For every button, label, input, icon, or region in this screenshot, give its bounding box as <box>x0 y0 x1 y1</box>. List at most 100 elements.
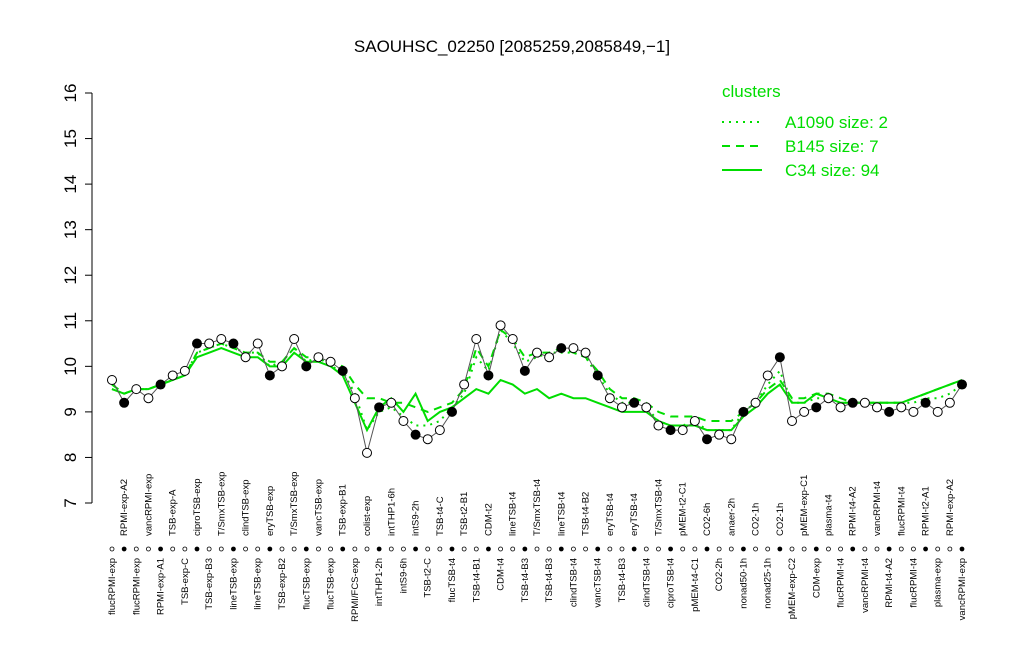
sample-point <box>447 406 457 417</box>
rug-marker <box>206 546 212 552</box>
x-tick-label: RPMI-t2-A1 <box>921 486 932 536</box>
x-tick-label: colist-exp <box>362 496 373 536</box>
y-tick-label: 13 <box>61 220 80 239</box>
x-tick-label: TSB-exp-A <box>168 489 179 536</box>
x-tick-label: vancRPMI-exp <box>143 474 154 536</box>
rug-marker <box>194 546 200 552</box>
sample-point <box>264 370 275 381</box>
rug-marker <box>510 546 516 552</box>
x-tick-label: nonad50-1h <box>738 558 749 609</box>
rug-marker <box>813 546 819 552</box>
sample-point <box>738 406 749 417</box>
x-tick-label: intTHP1-6h <box>386 488 397 536</box>
sample-point <box>702 434 712 445</box>
rug-marker <box>522 546 528 552</box>
sample-point <box>398 416 409 426</box>
rug-marker <box>158 546 163 552</box>
sample-point <box>289 334 300 344</box>
sample-point <box>459 379 470 390</box>
rug-marker <box>753 546 758 552</box>
x-tick-label: flucTSB-t4 <box>447 558 458 602</box>
rug-marker <box>935 546 941 552</box>
y-tick-label: 12 <box>61 266 80 285</box>
legend-label: C34 size: 94 <box>785 161 880 180</box>
x-tick-label: vancRPMI-t4 <box>872 481 883 536</box>
x-tick-label: TSB-t4-B3 <box>617 558 628 602</box>
x-tick-label: eryTSB-exp <box>265 486 276 536</box>
rug-marker <box>765 546 771 552</box>
x-tick-label: TSB-t4-B2 <box>581 492 592 536</box>
rug-marker <box>546 546 552 552</box>
x-tick-label: flucTSB-exp <box>301 558 312 610</box>
x-tick-label: plasma-t4 <box>823 494 834 536</box>
x-tick-label: TSB-exp-C <box>180 558 191 605</box>
x-tick-label: pMEM-exp-C1 <box>799 475 810 536</box>
sample-point <box>823 393 834 404</box>
x-tick-label: CO2-1h <box>775 503 786 536</box>
sample-point <box>107 375 117 385</box>
sample-point <box>204 338 215 349</box>
rug-marker <box>571 546 576 552</box>
rug-marker <box>449 546 455 552</box>
rug-marker <box>121 546 127 552</box>
sample-point <box>155 379 166 390</box>
x-tick-label: TSB-t2-B1 <box>459 492 470 536</box>
sample-point <box>495 320 506 331</box>
cluster-line <box>111 327 963 433</box>
rug-marker <box>874 546 880 552</box>
rug-marker <box>267 546 273 552</box>
x-tick-label: flucRPMI-exp <box>131 558 142 615</box>
rug-marker <box>668 546 673 552</box>
x-tick-label: intS9-6h <box>398 558 409 593</box>
x-tick-label: pMEM-t4-C1 <box>690 558 701 612</box>
x-tick-label: CO2-2h <box>714 558 725 591</box>
sample-point <box>726 434 737 445</box>
sample-point <box>374 402 385 413</box>
rug-marker <box>133 546 139 552</box>
rug-marker <box>741 546 746 552</box>
sample-point <box>532 347 542 358</box>
rug-marker <box>826 546 831 552</box>
sample-point <box>617 402 627 413</box>
sample-point <box>349 393 360 404</box>
x-tick-label: nonad25-1h <box>763 558 774 609</box>
sample-point <box>167 370 178 381</box>
sample-point <box>835 402 846 413</box>
y-tick-label: 8 <box>61 453 80 462</box>
x-tick-label: pMEM-t2-C1 <box>678 482 689 536</box>
rug-marker <box>801 546 807 552</box>
sample-point <box>277 361 287 372</box>
rug-marker <box>376 546 382 552</box>
sample-point <box>787 416 797 426</box>
x-tick-label: ciproTSB-exp <box>192 478 203 536</box>
x-tick-label: clindTSB-t4 <box>641 558 652 607</box>
sample-point <box>762 370 773 381</box>
sample-point <box>774 352 785 363</box>
rug-marker <box>340 546 346 552</box>
rug-marker <box>316 546 321 552</box>
rug-marker <box>279 546 285 552</box>
sample-point <box>653 420 664 431</box>
rug-marker <box>680 546 686 552</box>
sample-point <box>252 338 263 349</box>
x-tick-label: flucRPMI-t4 <box>896 486 907 536</box>
rug-marker <box>704 546 710 552</box>
y-tick-label: 14 <box>61 175 80 194</box>
x-tick-label: clindTSB-t4 <box>568 558 579 607</box>
x-tick-label: RPMI/FCS-exp <box>350 558 361 622</box>
sample-point <box>629 397 640 408</box>
rug-marker <box>607 546 613 552</box>
cluster-line <box>111 347 963 433</box>
rug-marker <box>862 546 868 552</box>
rug-marker <box>583 546 588 552</box>
x-tick-label: vancTSB-exp <box>313 479 324 536</box>
x-tick-label: CO2-6h <box>702 503 713 536</box>
rug-marker <box>170 546 176 552</box>
x-tick-label: CDM-t4 <box>496 558 507 591</box>
x-tick-label: TSB-exp-B2 <box>277 558 288 610</box>
sample-point <box>799 406 810 417</box>
sample-point <box>544 352 555 363</box>
x-tick-label: T/SmxTSB-t4 <box>653 479 664 536</box>
legend-title: clusters <box>722 82 781 101</box>
rug-marker <box>291 546 297 552</box>
